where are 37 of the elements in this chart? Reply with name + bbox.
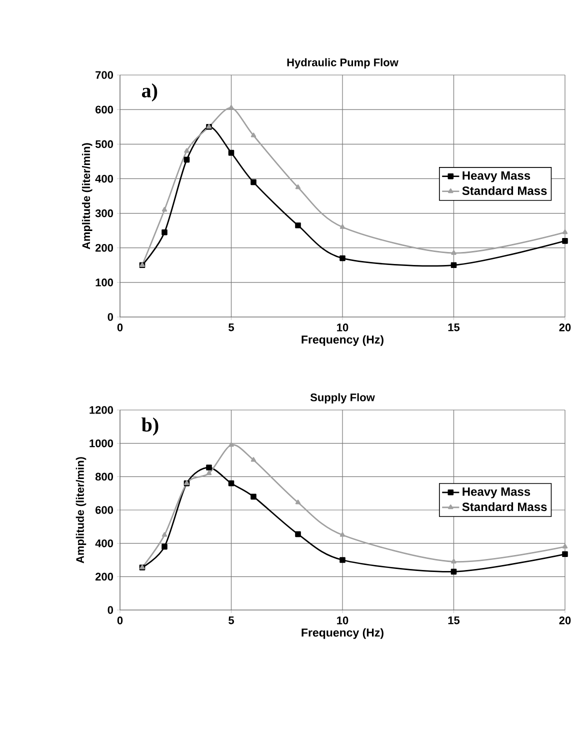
y-tick-label: 600 (96, 106, 114, 114)
x-tick-label: 15 (448, 616, 460, 624)
x-tick-label: 10 (337, 324, 348, 332)
x-tick-label: 0 (117, 324, 123, 332)
y-axis-title: Amplitude (liter/min) (76, 457, 86, 564)
y-tick-label: 400 (95, 539, 114, 548)
y-tick-label: 100 (96, 278, 114, 286)
x-tick-label: 10 (337, 616, 348, 624)
x-axis-title: Frequency (Hz) (302, 628, 384, 639)
y-tick-label: 1000 (90, 439, 114, 448)
y-tick-label: 200 (95, 244, 114, 252)
y-tick-label: 0 (108, 606, 114, 614)
x-tick-label: 15 (448, 324, 460, 332)
legend-label: Standard Mass (462, 186, 547, 195)
x-tick-label: 5 (228, 324, 234, 332)
chart-title: Hydraulic Pump Flow (287, 58, 398, 68)
legend-label: Heavy Mass (462, 171, 530, 182)
annotation: a) (142, 83, 158, 102)
y-tick-label: 200 (95, 572, 114, 581)
x-tick-label: 20 (559, 324, 571, 332)
y-tick-label: 300 (95, 209, 114, 218)
x-tick-label: 20 (559, 616, 571, 624)
legend-label: Standard Mass (462, 502, 547, 512)
x-axis-title: Frequency (Hz) (302, 335, 384, 346)
y-tick-label: 700 (96, 71, 114, 79)
annotation: b) (142, 418, 158, 436)
y-tick-label: 800 (95, 472, 114, 481)
y-tick-label: 400 (95, 174, 114, 183)
y-tick-label: 600 (96, 506, 114, 514)
legend-label: Heavy Mass (462, 488, 530, 498)
y-tick-label: 0 (108, 313, 114, 321)
x-tick-label: 0 (117, 616, 123, 624)
y-tick-label: 1200 (90, 406, 114, 414)
chart-title: Supply Flow (310, 393, 375, 404)
y-axis-title: Amplitude (liter/min) (82, 143, 92, 250)
x-tick-label: 5 (228, 616, 234, 624)
y-tick-label: 500 (95, 140, 114, 148)
